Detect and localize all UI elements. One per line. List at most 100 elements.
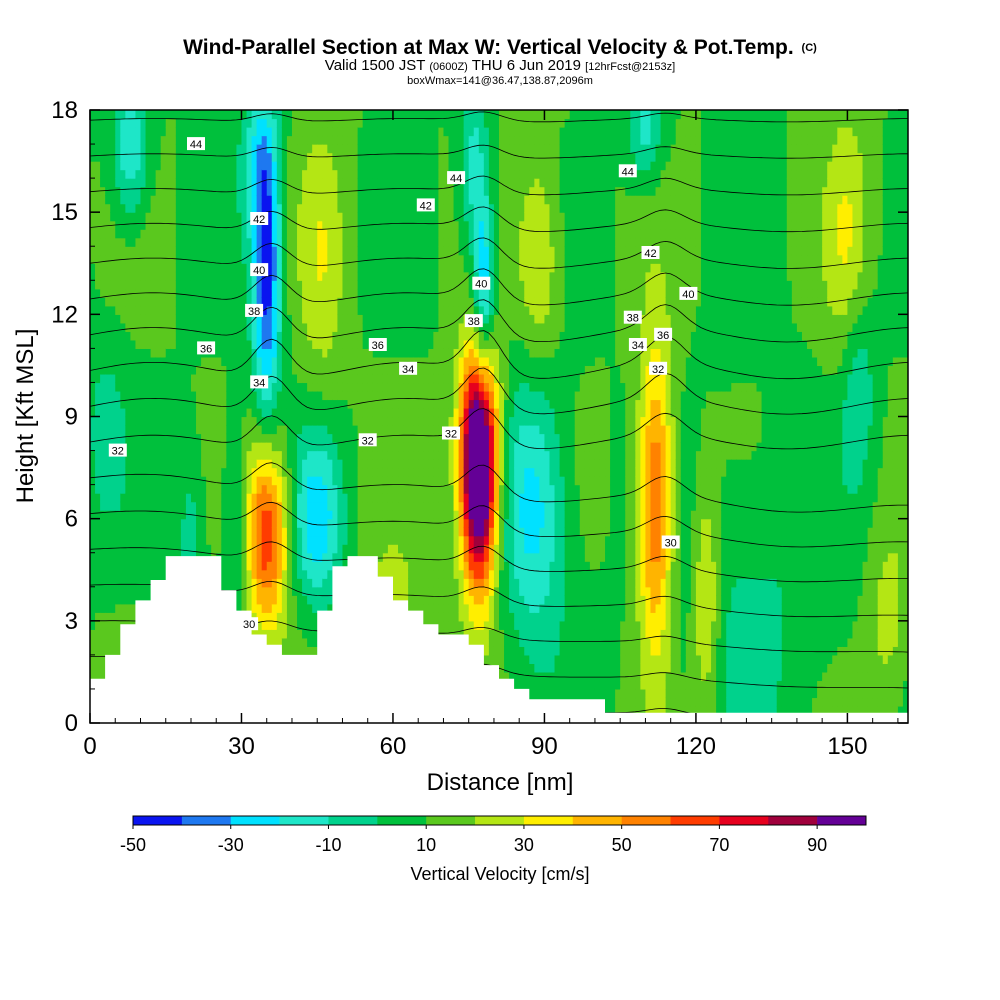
velocity-cell [95, 527, 101, 537]
velocity-cell [251, 510, 258, 520]
velocity-cell [357, 203, 364, 213]
velocity-cell [145, 390, 152, 401]
velocity-cell [418, 212, 424, 222]
velocity-cell [190, 373, 197, 384]
velocity-cell [105, 288, 111, 298]
velocity-cell [332, 246, 339, 256]
velocity-cell [418, 135, 424, 145]
velocity-cell [347, 399, 354, 409]
velocity-cell [120, 416, 126, 426]
velocity-cell [398, 118, 404, 128]
velocity-cell [347, 476, 354, 486]
velocity-cell [140, 382, 147, 392]
velocity-cell [165, 144, 172, 154]
velocity-cell [246, 280, 253, 290]
velocity-cell [140, 229, 147, 239]
velocity-cell [398, 305, 404, 315]
velocity-cell [180, 144, 187, 154]
velocity-cell [286, 510, 293, 520]
velocity-cell [251, 476, 258, 486]
velocity-cell [408, 314, 414, 324]
velocity-cell [327, 186, 333, 196]
velocity-cell [342, 195, 349, 205]
velocity-cell [302, 484, 308, 494]
velocity-cell [130, 127, 137, 137]
velocity-cell [337, 544, 344, 554]
velocity-cell [337, 433, 344, 443]
velocity-cell [165, 518, 172, 528]
velocity-cell [231, 569, 238, 579]
velocity-cell [115, 382, 121, 392]
velocity-cell [105, 271, 111, 281]
velocity-cell [100, 612, 106, 622]
velocity-cell [286, 356, 293, 367]
velocity-cell [140, 339, 147, 349]
velocity-cell [130, 586, 137, 596]
velocity-cell [403, 450, 409, 460]
velocity-cell [226, 169, 232, 179]
velocity-cell [428, 110, 434, 120]
velocity-cell [196, 518, 202, 528]
velocity-cell [362, 484, 369, 494]
velocity-cell [110, 467, 116, 477]
velocity-cell [382, 373, 389, 384]
velocity-cell [322, 586, 328, 596]
velocity-cell [297, 595, 303, 605]
velocity-cell [433, 178, 440, 188]
velocity-cell [165, 212, 172, 222]
velocity-cell [256, 467, 263, 477]
velocity-cell [125, 271, 131, 281]
velocity-cell [145, 544, 152, 554]
velocity-cell [246, 535, 253, 545]
velocity-cell [261, 135, 268, 145]
velocity-cell [120, 501, 126, 511]
velocity-cell [362, 382, 369, 392]
velocity-cell [387, 544, 394, 554]
velocity-cell [145, 254, 152, 264]
velocity-cell [387, 144, 394, 154]
velocity-cell [241, 271, 248, 281]
velocity-cell [90, 510, 96, 520]
velocity-cell [180, 263, 187, 273]
velocity-cell [95, 535, 101, 545]
velocity-cell [276, 501, 283, 511]
velocity-cell [241, 195, 248, 205]
velocity-cell [398, 186, 404, 196]
velocity-cell [398, 552, 404, 562]
velocity-cell [337, 493, 344, 503]
velocity-cell [100, 671, 106, 682]
velocity-cell [261, 246, 268, 256]
velocity-cell [100, 297, 106, 307]
velocity-cell [342, 416, 349, 426]
velocity-cell [428, 339, 434, 349]
chart-title: Wind-Parallel Section at Max W: Vertical… [0, 36, 1000, 60]
velocity-cell [362, 195, 369, 205]
velocity-cell [226, 399, 232, 409]
velocity-cell [120, 569, 126, 579]
velocity-cell [428, 297, 434, 307]
velocity-cell [382, 535, 389, 545]
velocity-cell [185, 527, 192, 537]
velocity-cell [246, 263, 253, 273]
velocity-cell [246, 442, 253, 452]
velocity-cell [413, 433, 419, 443]
velocity-cell [221, 118, 227, 128]
velocity-cell [291, 433, 298, 443]
velocity-cell [251, 459, 258, 469]
velocity-cell [95, 178, 101, 188]
velocity-cell [221, 450, 227, 460]
velocity-cell [428, 535, 434, 545]
velocity-cell [357, 135, 364, 145]
velocity-cell [317, 552, 323, 562]
velocity-cell [367, 195, 374, 205]
velocity-cell [180, 356, 187, 367]
velocity-cell [236, 442, 243, 452]
velocity-cell [332, 527, 339, 537]
velocity-cell [297, 271, 303, 281]
velocity-cell [90, 493, 96, 503]
velocity-cell [196, 288, 202, 298]
velocity-cell [251, 144, 258, 154]
velocity-cell [170, 186, 177, 196]
velocity-cell [433, 348, 440, 358]
velocity-cell [312, 450, 318, 460]
